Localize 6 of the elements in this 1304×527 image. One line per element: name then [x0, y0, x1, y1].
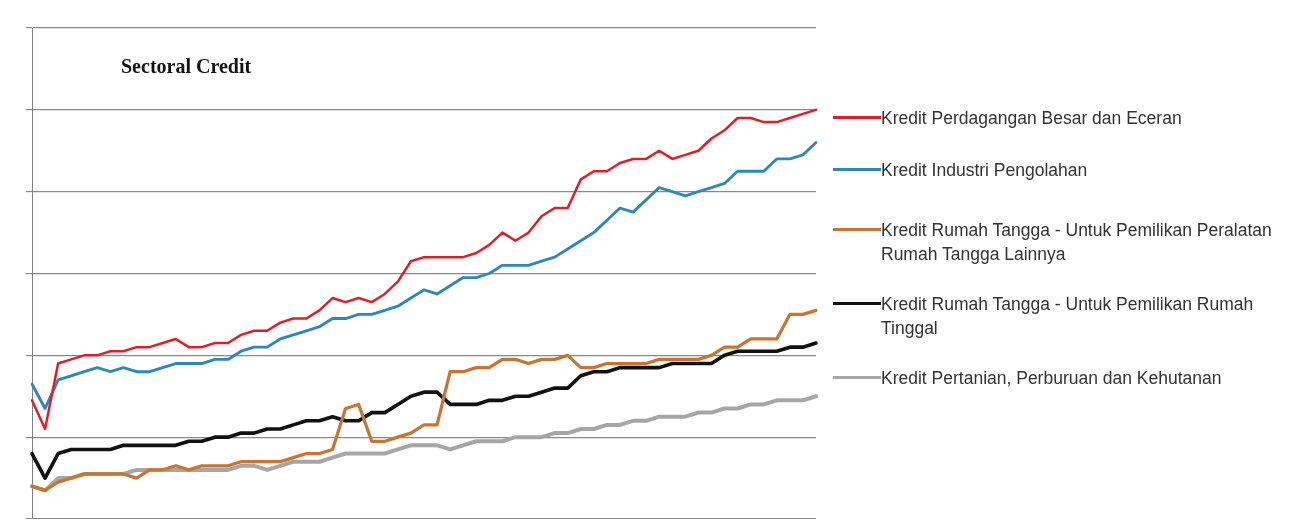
legend-label: Kredit Perdagangan Besar dan Eceran — [881, 107, 1183, 130]
legend-label: Kredit Rumah Tangga - Untuk Pemilikan Peralatan Rumah Tangga Lainnya — [881, 219, 1273, 266]
legend-label: Kredit Rumah Tangga - Untuk Pemilikan Rumah Tinggal — [881, 293, 1255, 340]
legend-label: Kredit Pertanian, Perburuan dan Kehutanan — [881, 367, 1223, 390]
legend-label: Kredit Industri Pengolahan — [881, 159, 1089, 182]
chart-title: Sectoral Credit — [121, 55, 252, 78]
